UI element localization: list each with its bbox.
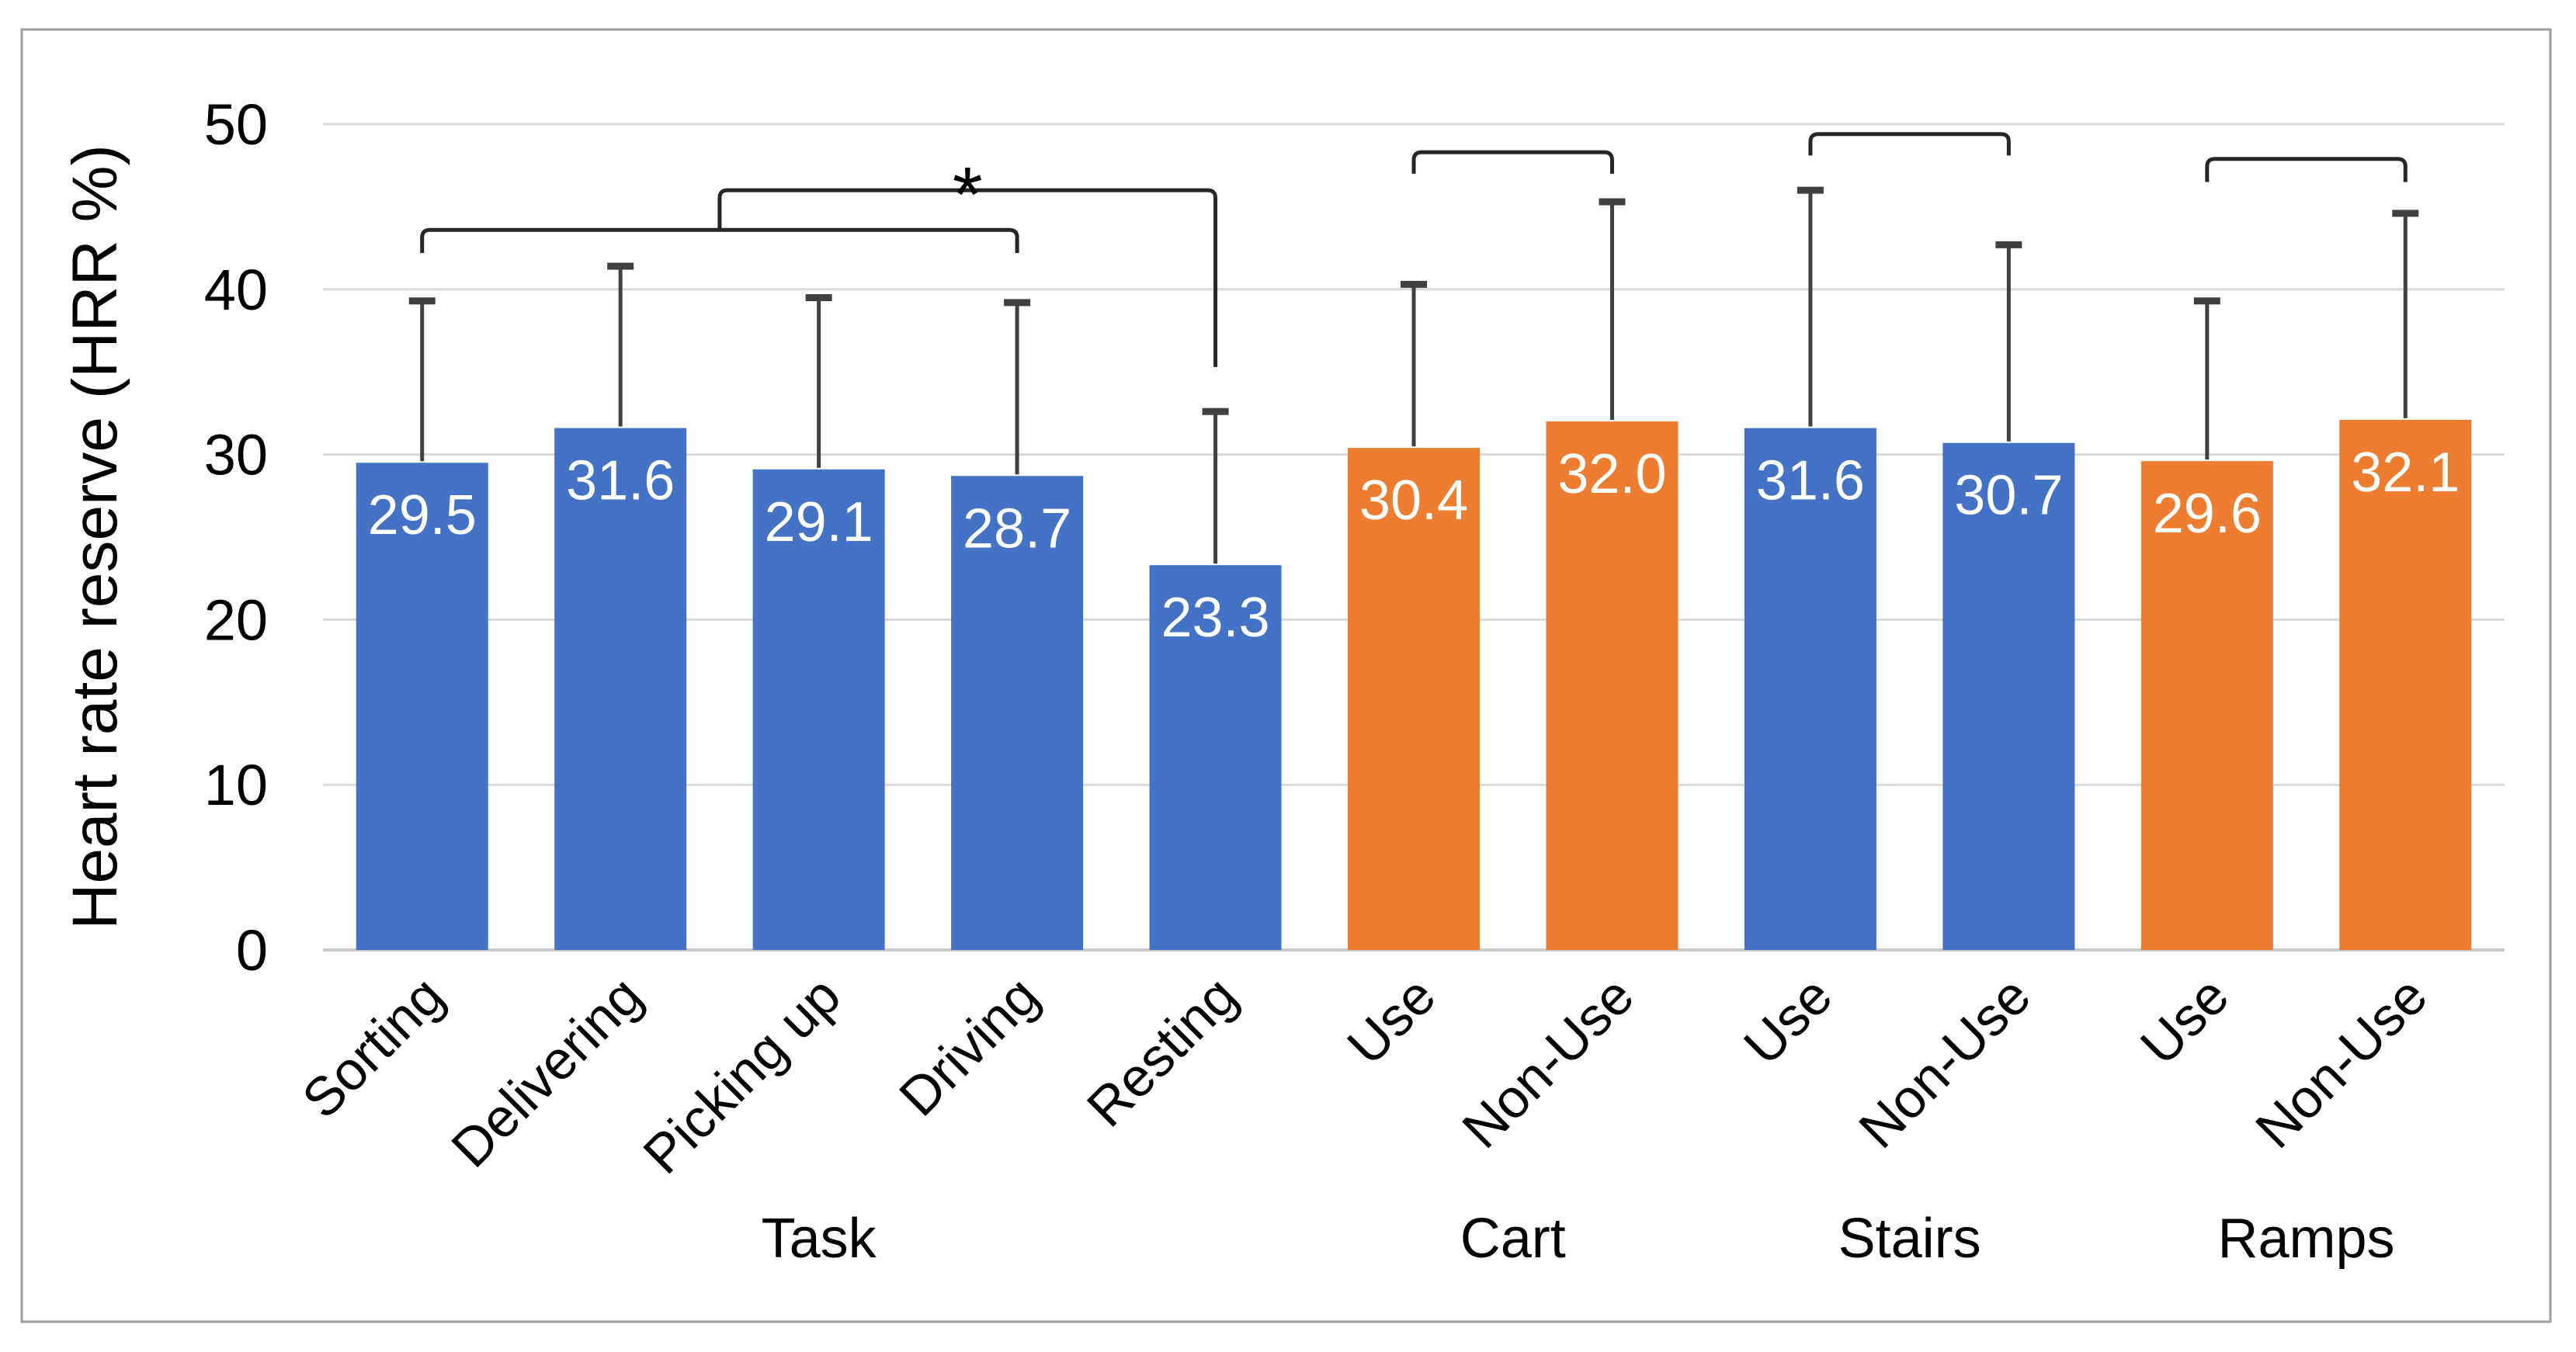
bar-stairs-use [1744,428,1876,950]
bar-value-label-cart-non-use: 32.0 [1557,443,1666,505]
bar-task-sorting [356,463,488,950]
bar-task-resting [1149,565,1282,950]
bar-cart-non-use [1546,421,1679,950]
bar-task-delivering [554,428,687,950]
bar-ramps-use [2140,461,2273,950]
significance-star: * [953,151,983,238]
bar-value-label-stairs-use: 31.6 [1756,450,1865,512]
significance-bracket-stairs [1808,132,2011,156]
significance-bracket-ramps [2205,157,2408,182]
group-label-stairs: Stairs [1838,1208,1981,1270]
bar-task-picking-up [752,469,885,950]
y-tick-label-30: 30 [204,423,268,487]
y-tick-label-10: 10 [204,753,268,817]
significance-bracket-upper-task [717,188,1218,367]
error-bars-layer [408,186,2419,564]
y-axis-tick-labels: 0 10 20 30 40 50 [204,92,268,983]
bar-value-label-task-delivering: 31.6 [566,450,675,512]
y-axis-title: Heart rate reserve (HRR %) [60,144,130,930]
significance-bracket-cart [1411,150,1614,174]
bar-ramps-non-use [2339,419,2472,950]
bars-layer: 29.5 31.6 29.1 28.7 23.3 30.4 32.0 31.6 30.7 29.6… [356,419,2472,950]
y-tick-label-50: 50 [204,92,268,157]
bar-value-label-task-sorting: 29.5 [368,484,477,546]
y-tick-label-20: 20 [204,588,268,652]
bar-value-label-task-picking-up: 29.1 [765,491,873,553]
bar-value-label-ramps-use: 29.6 [2153,483,2262,545]
bar-cart-use [1348,448,1480,950]
bar-value-label-stairs-non-use: 30.7 [1954,465,2063,527]
bar-value-label-task-resting: 23.3 [1161,587,1269,649]
y-tick-label-0: 0 [236,918,268,983]
group-label-cart: Cart [1460,1208,1566,1270]
bar-stairs-non-use [1942,442,2075,950]
y-tick-label-40: 40 [204,258,268,322]
significance-brackets-layer: * [420,132,2408,367]
bar-value-label-cart-use: 30.4 [1359,470,1468,532]
group-label-task: Task [762,1208,877,1270]
group-label-ramps: Ramps [2218,1208,2395,1270]
bar-value-label-ramps-non-use: 32.1 [2351,442,2460,504]
group-labels-layer: Task Cart Stairs Ramps [762,1208,2395,1270]
bar-value-label-task-driving: 28.7 [963,497,1071,560]
bar-task-driving [951,476,1084,950]
